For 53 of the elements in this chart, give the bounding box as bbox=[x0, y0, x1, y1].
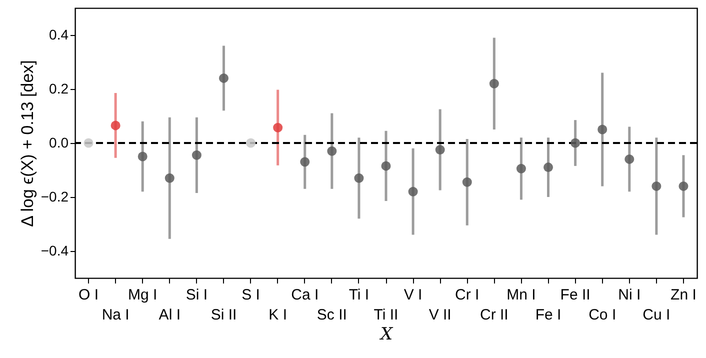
point bbox=[408, 186, 418, 196]
point bbox=[327, 146, 337, 156]
x-axis-title: X bbox=[378, 324, 394, 344]
x-tick-label: Ca I bbox=[291, 286, 319, 304]
y-tick-label: −0.2 bbox=[40, 188, 69, 204]
y-axis-title: Δ log ϵ(X) + 0.13 [dex] bbox=[18, 60, 37, 227]
point bbox=[192, 150, 202, 160]
point bbox=[678, 181, 688, 191]
point bbox=[138, 152, 148, 162]
x-tick-label: Co I bbox=[588, 306, 616, 324]
point bbox=[435, 145, 445, 154]
y-tick-label: 0.0 bbox=[49, 134, 69, 150]
point bbox=[544, 162, 554, 172]
x-tick-label: Al I bbox=[158, 306, 180, 324]
point bbox=[516, 164, 526, 174]
point bbox=[462, 177, 472, 187]
x-tick-label: Zn I bbox=[670, 286, 696, 304]
x-tick-label: Ti II bbox=[374, 306, 398, 324]
point bbox=[300, 157, 310, 167]
point bbox=[598, 124, 608, 134]
x-tick-label: Sc II bbox=[316, 306, 347, 324]
y-tick-label: 0.2 bbox=[49, 80, 69, 96]
point bbox=[84, 138, 94, 148]
y-tick-label: −0.4 bbox=[40, 242, 69, 258]
point bbox=[489, 78, 499, 88]
point bbox=[218, 73, 228, 83]
x-tick-label: Fe II bbox=[560, 286, 590, 304]
x-tick-label: V II bbox=[428, 306, 452, 324]
x-tick-label: S I bbox=[242, 286, 260, 304]
point bbox=[273, 122, 283, 132]
x-tick-label: Si I bbox=[186, 286, 208, 304]
x-tick-label: K I bbox=[268, 306, 287, 324]
point bbox=[381, 161, 391, 171]
x-tick-label: Fe I bbox=[535, 306, 562, 324]
y-tick-label: 0.4 bbox=[49, 26, 69, 42]
x-tick-label: O I bbox=[78, 286, 99, 304]
point bbox=[246, 138, 256, 148]
x-tick-label: Si II bbox=[210, 306, 237, 324]
point bbox=[354, 173, 364, 183]
x-tick-label: Ni I bbox=[618, 286, 641, 304]
x-tick-label: Na I bbox=[102, 306, 130, 324]
point bbox=[164, 173, 174, 183]
x-tick-label: Mn I bbox=[506, 286, 536, 304]
x-tick-label: Ti I bbox=[348, 286, 370, 304]
point bbox=[624, 154, 634, 164]
x-tick-label: Mg I bbox=[128, 286, 158, 304]
point bbox=[110, 120, 120, 130]
x-tick-label: Cr II bbox=[480, 306, 508, 324]
point bbox=[652, 181, 662, 191]
x-tick-label: V I bbox=[404, 286, 422, 304]
x-tick-label: Cr I bbox=[455, 286, 480, 304]
point bbox=[570, 138, 580, 148]
x-tick-label: Cu I bbox=[642, 306, 670, 324]
